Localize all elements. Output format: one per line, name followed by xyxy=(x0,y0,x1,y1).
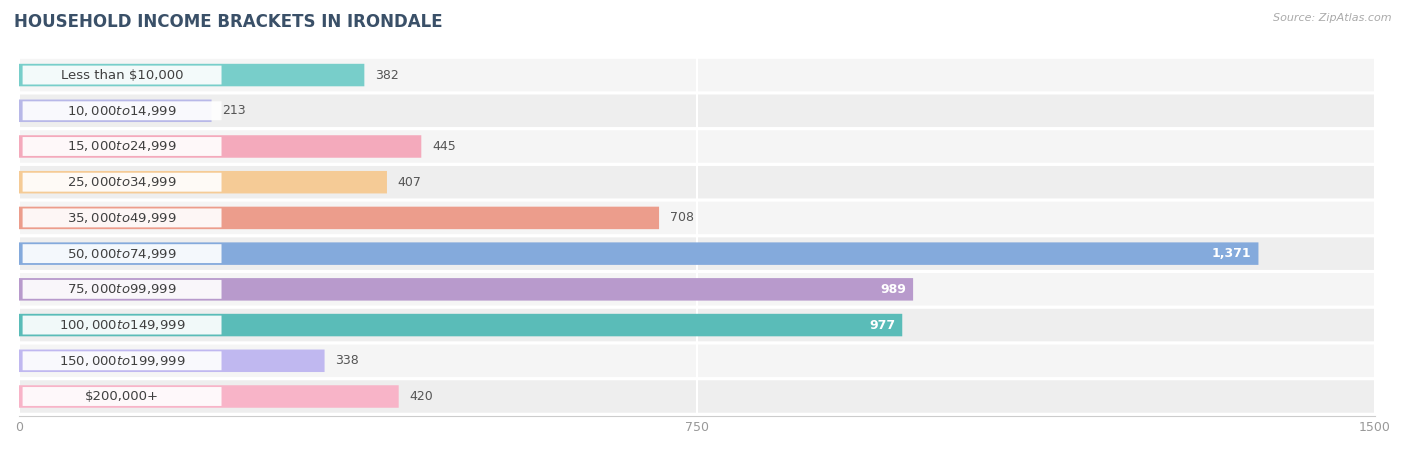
FancyBboxPatch shape xyxy=(20,100,211,122)
FancyBboxPatch shape xyxy=(22,244,222,263)
FancyBboxPatch shape xyxy=(22,387,222,406)
FancyBboxPatch shape xyxy=(22,66,222,84)
FancyBboxPatch shape xyxy=(20,202,1375,234)
FancyBboxPatch shape xyxy=(22,280,222,299)
Text: $150,000 to $199,999: $150,000 to $199,999 xyxy=(59,354,186,368)
FancyBboxPatch shape xyxy=(22,137,222,156)
Text: 382: 382 xyxy=(375,69,399,82)
Text: 989: 989 xyxy=(880,283,905,296)
FancyBboxPatch shape xyxy=(22,101,222,120)
FancyBboxPatch shape xyxy=(20,309,1375,341)
FancyBboxPatch shape xyxy=(20,314,903,336)
FancyBboxPatch shape xyxy=(20,278,912,300)
FancyBboxPatch shape xyxy=(20,95,1375,127)
Text: $50,000 to $74,999: $50,000 to $74,999 xyxy=(67,247,177,260)
Text: Source: ZipAtlas.com: Source: ZipAtlas.com xyxy=(1274,13,1392,23)
FancyBboxPatch shape xyxy=(22,208,222,227)
Text: 708: 708 xyxy=(669,211,695,224)
Text: $35,000 to $49,999: $35,000 to $49,999 xyxy=(67,211,177,225)
Text: 213: 213 xyxy=(222,104,246,117)
FancyBboxPatch shape xyxy=(20,273,1375,306)
Text: Less than $10,000: Less than $10,000 xyxy=(60,69,183,82)
FancyBboxPatch shape xyxy=(20,207,659,229)
Text: $75,000 to $99,999: $75,000 to $99,999 xyxy=(67,282,177,296)
Text: 1,371: 1,371 xyxy=(1212,247,1251,260)
FancyBboxPatch shape xyxy=(20,385,399,408)
FancyBboxPatch shape xyxy=(20,135,422,158)
FancyBboxPatch shape xyxy=(20,242,1258,265)
FancyBboxPatch shape xyxy=(22,352,222,370)
Text: $25,000 to $34,999: $25,000 to $34,999 xyxy=(67,175,177,189)
FancyBboxPatch shape xyxy=(20,59,1375,91)
FancyBboxPatch shape xyxy=(20,130,1375,163)
Text: 407: 407 xyxy=(398,176,422,189)
Text: HOUSEHOLD INCOME BRACKETS IN IRONDALE: HOUSEHOLD INCOME BRACKETS IN IRONDALE xyxy=(14,13,443,31)
FancyBboxPatch shape xyxy=(20,171,387,194)
FancyBboxPatch shape xyxy=(20,166,1375,198)
FancyBboxPatch shape xyxy=(20,64,364,86)
Text: $100,000 to $149,999: $100,000 to $149,999 xyxy=(59,318,186,332)
Text: 420: 420 xyxy=(409,390,433,403)
FancyBboxPatch shape xyxy=(22,173,222,192)
Text: $15,000 to $24,999: $15,000 to $24,999 xyxy=(67,140,177,154)
FancyBboxPatch shape xyxy=(20,380,1375,413)
Text: 445: 445 xyxy=(432,140,456,153)
Text: 977: 977 xyxy=(869,318,896,331)
FancyBboxPatch shape xyxy=(20,344,1375,377)
Text: 338: 338 xyxy=(336,354,359,367)
Text: $200,000+: $200,000+ xyxy=(84,390,159,403)
FancyBboxPatch shape xyxy=(22,316,222,335)
Text: $10,000 to $14,999: $10,000 to $14,999 xyxy=(67,104,177,118)
FancyBboxPatch shape xyxy=(20,238,1375,270)
FancyBboxPatch shape xyxy=(20,349,325,372)
